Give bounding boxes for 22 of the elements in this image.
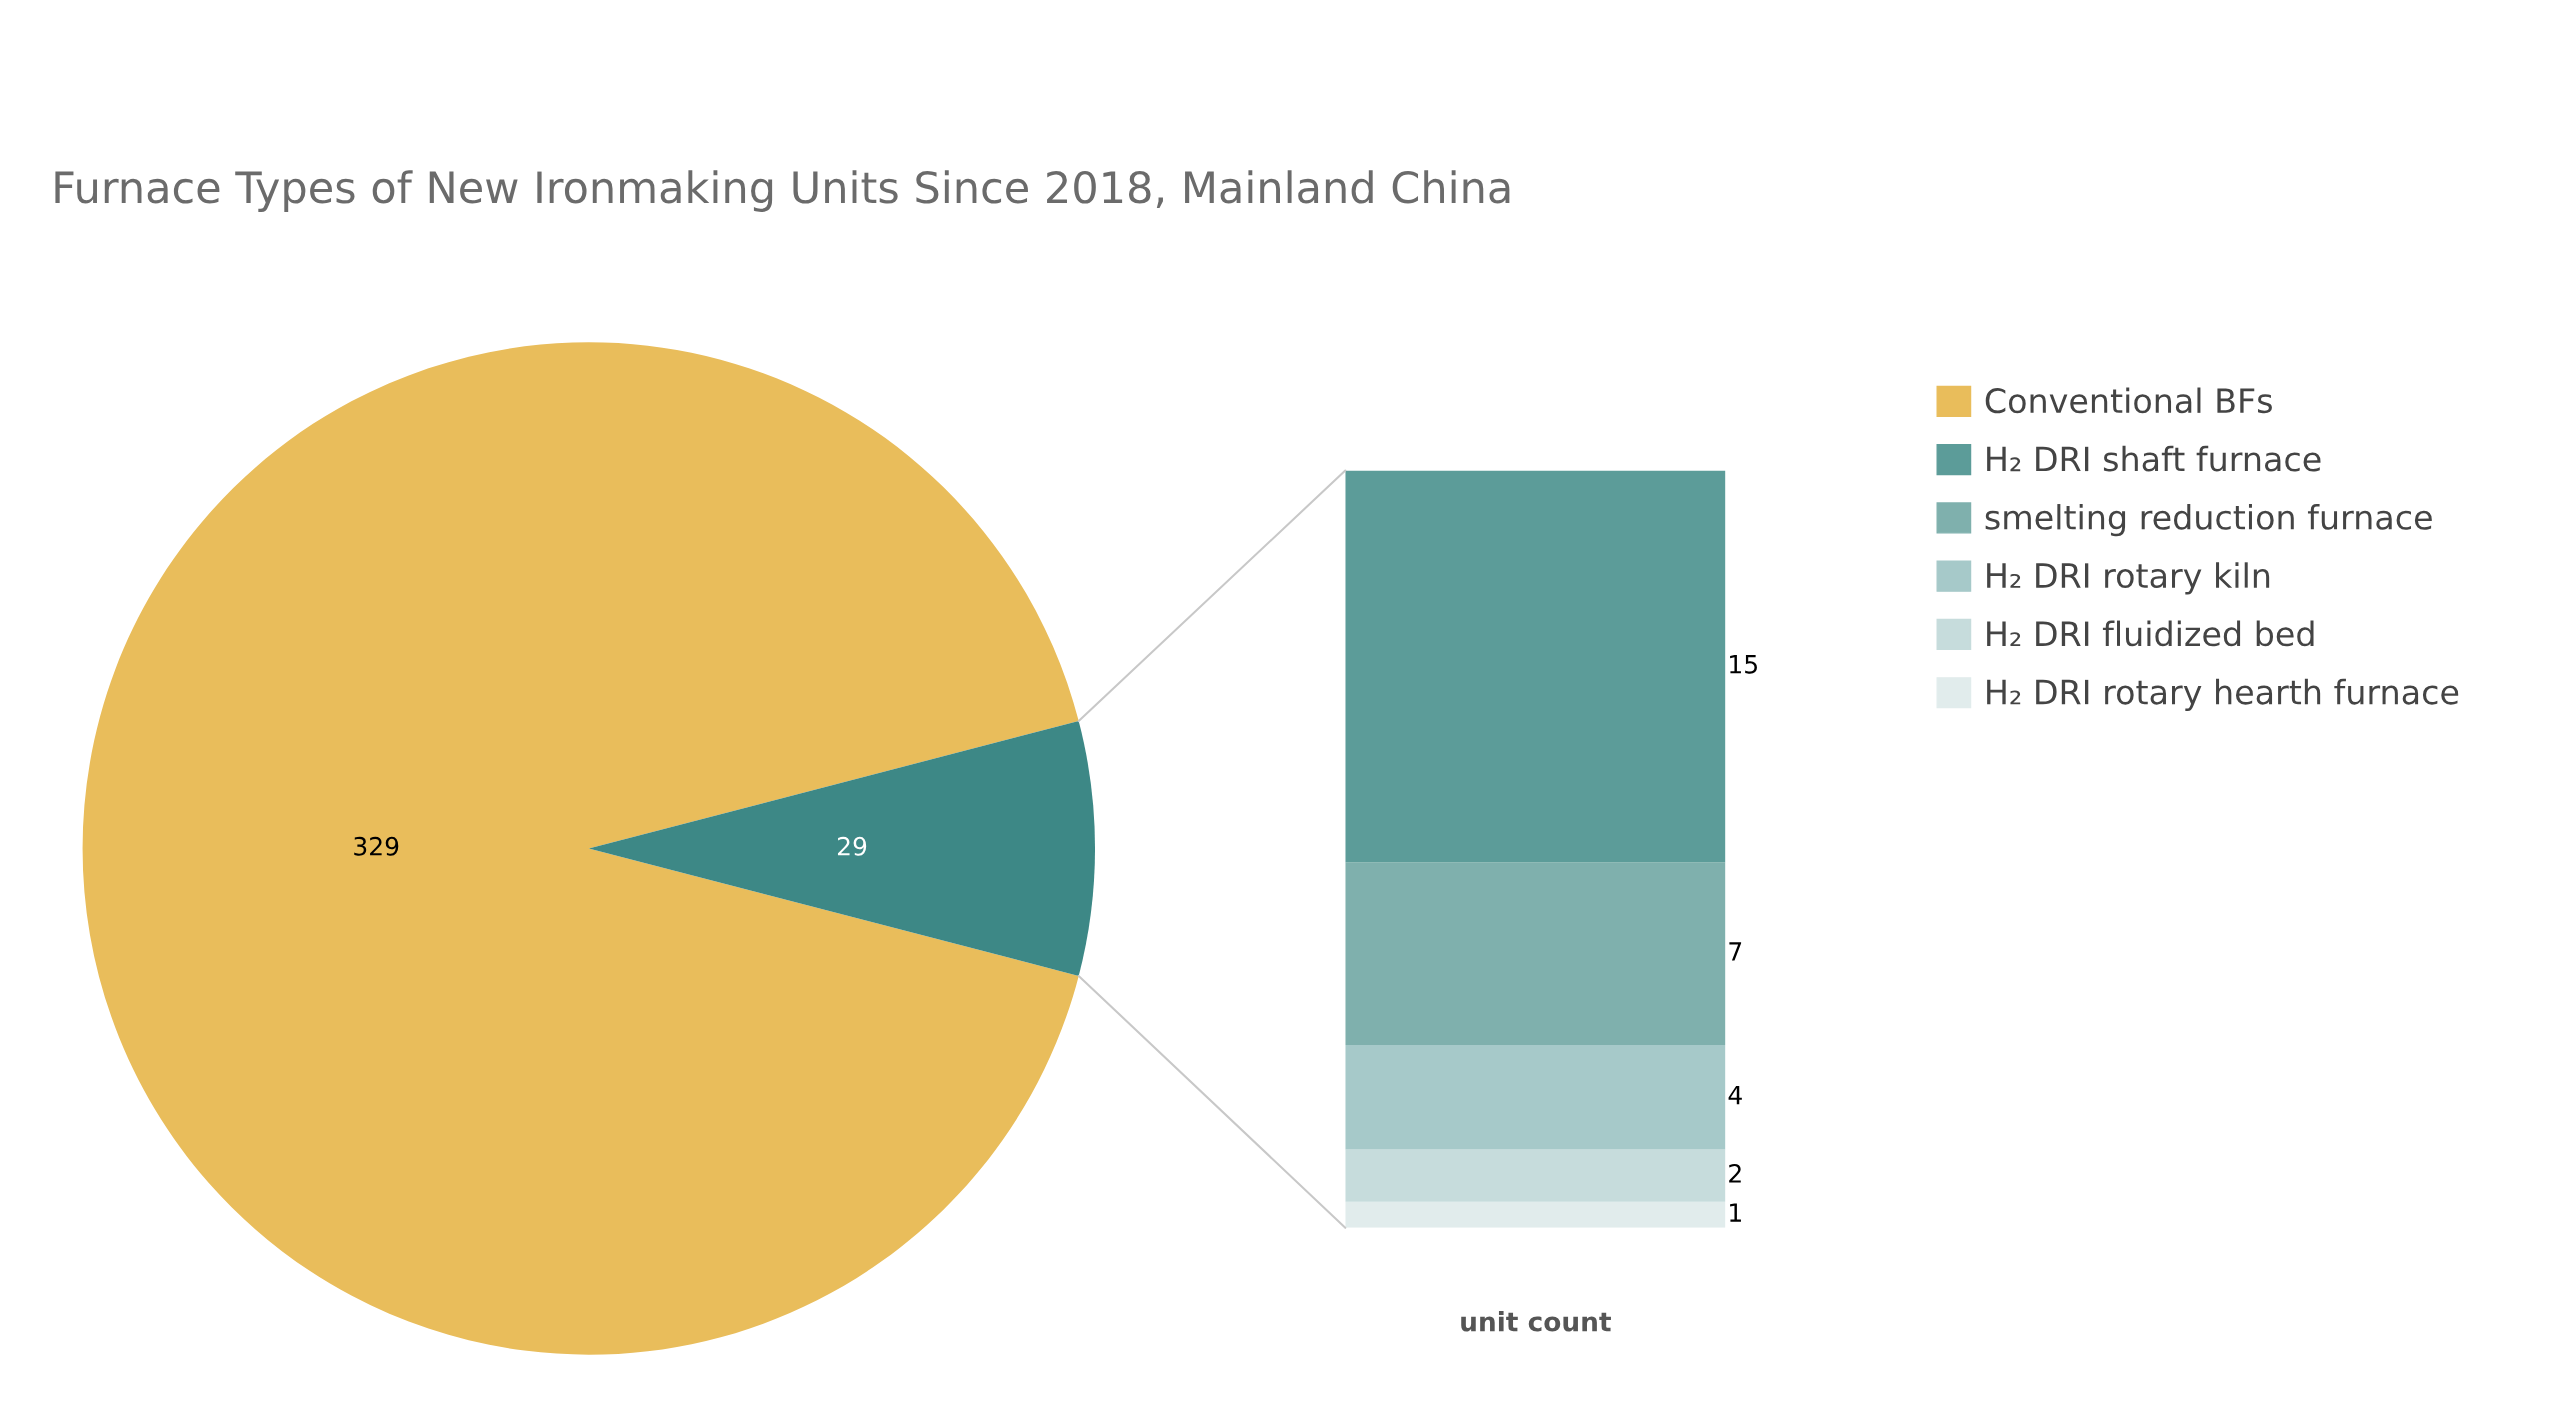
pie-slice xyxy=(82,342,1079,1355)
bar xyxy=(1345,470,1726,863)
legend-label: H₂ DRI fluidized bed xyxy=(1987,620,2314,647)
data-label: 15 xyxy=(1730,655,1757,674)
bar xyxy=(1345,1149,1726,1202)
legend-label: H₂ DRI rotary kiln xyxy=(1987,562,2270,595)
data-label: 29 xyxy=(837,836,867,856)
pie-slice xyxy=(588,721,1096,976)
legend-label: H₂ DRI rotary hearth furnace xyxy=(1987,678,2459,712)
data-label: 1 xyxy=(1730,1203,1741,1222)
legend-label: H₂ DRI shaft furnace xyxy=(1987,445,2321,472)
data-label: 7 xyxy=(1729,942,1742,961)
bar xyxy=(1345,1045,1726,1150)
bar xyxy=(1345,1201,1726,1228)
legend-label: Conventional BFs xyxy=(1985,387,2272,414)
x-axis-title: unit count xyxy=(1461,1311,1611,1332)
bar xyxy=(1345,862,1726,1046)
data-label: 4 xyxy=(1728,1085,1742,1105)
data-label: 329 xyxy=(354,836,399,856)
chart-title: Furnace Types of New Ironmaking Units Since 2018, Mainland China xyxy=(55,170,1510,212)
data-label: 2 xyxy=(1729,1163,1741,1183)
legend-label: smelting reduction furnace xyxy=(1985,504,2432,537)
